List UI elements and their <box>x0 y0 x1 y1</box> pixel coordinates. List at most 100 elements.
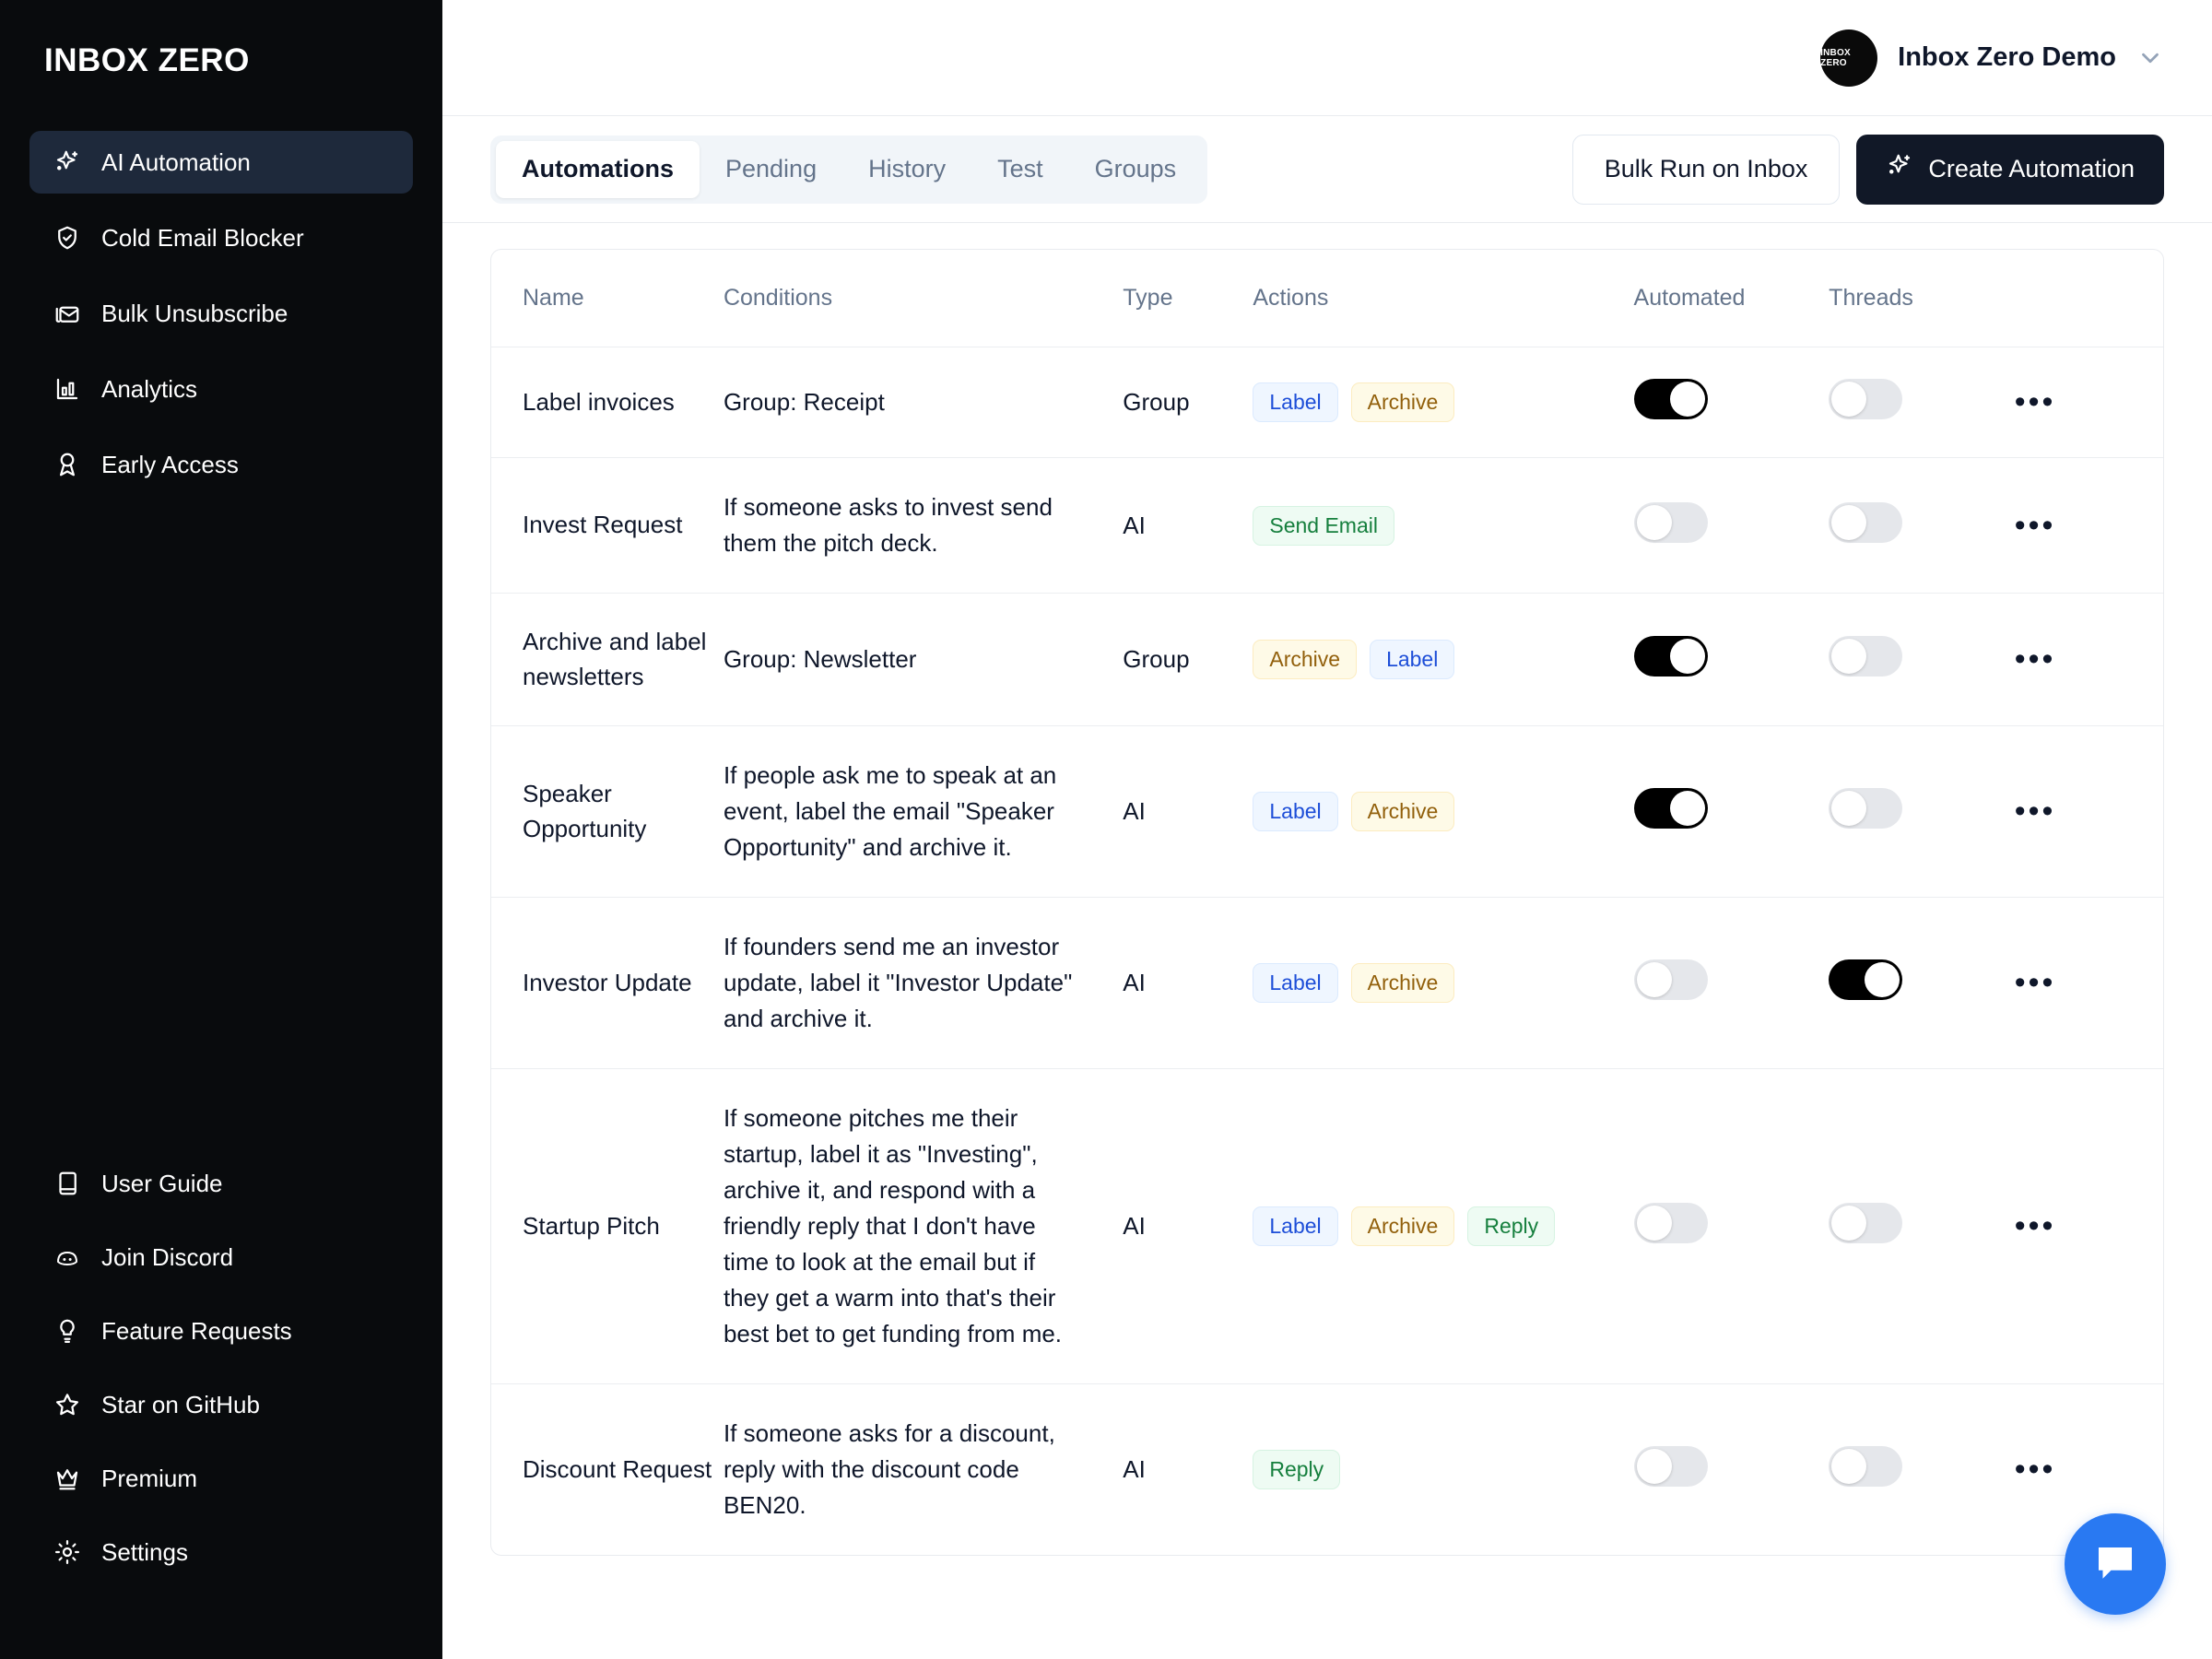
automated-toggle[interactable] <box>1633 379 1708 419</box>
automated-toggle[interactable] <box>1633 1446 1708 1488</box>
table-row: Investor Update If founders send me an i… <box>491 897 2163 1070</box>
automations-card: Name Conditions Type Actions Automated T… <box>490 249 2164 1557</box>
threads-toggle[interactable] <box>1829 379 1903 419</box>
column-header-menu <box>2014 250 2163 347</box>
action-badge: Label <box>1253 963 1338 1004</box>
sidebar-item-early-access[interactable]: Early Access <box>29 433 413 496</box>
rule-type: AI <box>1123 725 1253 899</box>
sidebar-item-label: Feature Requests <box>101 1317 292 1345</box>
automated-cell <box>1633 897 1830 1070</box>
tab-history[interactable]: History <box>868 155 947 182</box>
sidebar-item-join-discord[interactable]: Join Discord <box>29 1226 413 1288</box>
bar-chart-icon <box>52 373 83 405</box>
row-menu-cell: ••• <box>2014 725 2163 899</box>
lightbulb-icon <box>52 1315 83 1347</box>
rule-actions: Label Archive Reply <box>1253 1068 1634 1385</box>
threads-toggle[interactable] <box>1829 788 1903 830</box>
rule-name: Discount Request <box>523 1455 712 1484</box>
row-menu-cell: ••• <box>2014 1384 2163 1555</box>
gear-icon <box>52 1536 83 1568</box>
tab-pending[interactable]: Pending <box>725 155 818 182</box>
rule-type: AI <box>1123 1068 1253 1385</box>
sidebar-item-feature-requests[interactable]: Feature Requests <box>29 1300 413 1362</box>
row-menu-button[interactable]: ••• <box>2014 384 2056 419</box>
row-menu-cell: ••• <box>2014 897 2163 1070</box>
threads-cell <box>1829 593 2015 727</box>
sidebar-item-settings[interactable]: Settings <box>29 1521 413 1583</box>
rule-type: AI <box>1123 457 1253 594</box>
sidebar-item-user-guide[interactable]: User Guide <box>29 1152 413 1215</box>
account-name: Inbox Zero Demo <box>1898 42 2116 72</box>
threads-toggle[interactable] <box>1829 636 1903 677</box>
automated-toggle[interactable] <box>1633 501 1708 543</box>
sidebar-item-premium[interactable]: Premium <box>29 1447 413 1510</box>
table-row: Startup Pitch If someone pitches me thei… <box>491 1068 2163 1385</box>
automated-toggle[interactable] <box>1633 959 1708 1001</box>
sidebar-item-label: Join Discord <box>101 1243 234 1271</box>
row-menu-cell: ••• <box>2014 1068 2163 1385</box>
main-content: INBOX ZERO Inbox Zero Demo Automations P… <box>442 0 2212 1659</box>
toolbar: Automations Pending History Test Groups … <box>442 116 2212 223</box>
row-menu-button[interactable]: ••• <box>2014 641 2056 677</box>
rule-actions: Archive Label <box>1253 593 1634 727</box>
rule-name: Investor Update <box>491 897 724 1070</box>
tab-groups[interactable]: Groups <box>1094 155 1177 182</box>
row-menu-button[interactable]: ••• <box>2014 1208 2056 1244</box>
rule-conditions: If founders send me an investor update, … <box>723 897 1124 1070</box>
sidebar-item-star-on-github[interactable]: Star on GitHub <box>29 1373 413 1436</box>
row-menu-cell: ••• <box>2014 593 2163 727</box>
action-badge: Archive <box>1350 792 1455 832</box>
action-badge: Label <box>1253 382 1338 422</box>
crown-icon <box>52 1463 83 1494</box>
rule-conditions: If someone asks for a discount, reply wi… <box>723 1419 1055 1520</box>
threads-toggle[interactable] <box>1829 959 1903 1001</box>
sparkles-icon <box>52 147 83 178</box>
automated-cell <box>1633 725 1830 899</box>
rule-type: Group <box>1123 347 1253 458</box>
threads-toggle[interactable] <box>1829 501 1903 543</box>
rule-actions: Reply <box>1253 1384 1633 1555</box>
star-icon <box>52 1389 83 1420</box>
row-menu-button[interactable]: ••• <box>2014 965 2056 1001</box>
bulk-run-on-inbox-button[interactable]: Bulk Run on Inbox <box>1571 134 1841 205</box>
create-automation-label: Create Automation <box>1928 155 2135 182</box>
automated-cell <box>1633 1068 1830 1385</box>
account-switcher[interactable]: INBOX ZERO Inbox Zero Demo <box>1820 29 2164 87</box>
action-badge: Send Email <box>1253 505 1394 546</box>
chat-bubble-icon[interactable] <box>2065 1513 2166 1615</box>
action-badge: Reply <box>1467 1206 1556 1247</box>
row-menu-button[interactable]: ••• <box>2014 1452 2056 1488</box>
create-automation-button[interactable]: Create Automation <box>1856 134 2164 205</box>
rule-actions: Label Archive <box>1253 725 1634 899</box>
rule-actions: Send Email <box>1253 457 1634 594</box>
threads-cell <box>1829 897 2015 1070</box>
automated-toggle[interactable] <box>1633 1203 1708 1244</box>
automations-table-container: Name Conditions Type Actions Automated T… <box>442 223 2212 1659</box>
sidebar-item-analytics[interactable]: Analytics <box>29 358 413 420</box>
sidebar-item-label: User Guide <box>101 1170 223 1197</box>
threads-toggle[interactable] <box>1829 1446 1903 1488</box>
automations-table: Name Conditions Type Actions Automated T… <box>491 250 2163 1555</box>
book-icon <box>52 1168 83 1199</box>
primary-nav: AI Automation Cold Email Blocker Bulk Un… <box>0 131 442 509</box>
sidebar-item-bulk-unsubscribe[interactable]: Bulk Unsubscribe <box>29 282 413 345</box>
row-menu-button[interactable]: ••• <box>2014 507 2056 543</box>
envelope-icon <box>52 298 83 329</box>
sidebar-item-cold-email-blocker[interactable]: Cold Email Blocker <box>29 206 413 269</box>
sidebar-item-ai-automation[interactable]: AI Automation <box>29 131 413 194</box>
sidebar-item-label: Star on GitHub <box>101 1391 260 1418</box>
tab-automations[interactable]: Automations <box>496 140 700 198</box>
action-badge: Archive <box>1253 640 1358 680</box>
row-menu-button[interactable]: ••• <box>2014 794 2056 830</box>
tab-test[interactable]: Test <box>997 155 1043 182</box>
threads-toggle[interactable] <box>1829 1203 1903 1244</box>
rule-name: Speaker Opportunity <box>491 725 724 899</box>
table-header-row: Name Conditions Type Actions Automated T… <box>491 250 2163 347</box>
automated-toggle[interactable] <box>1633 636 1708 677</box>
sidebar-item-label: Cold Email Blocker <box>101 224 304 252</box>
table-head: Name Conditions Type Actions Automated T… <box>491 250 2163 347</box>
table-row: Invest Request If someone asks to invest… <box>491 457 2163 594</box>
automated-toggle[interactable] <box>1633 788 1708 830</box>
sparkles-icon <box>1886 152 1913 186</box>
tab-bar: Automations Pending History Test Groups <box>490 135 1208 204</box>
